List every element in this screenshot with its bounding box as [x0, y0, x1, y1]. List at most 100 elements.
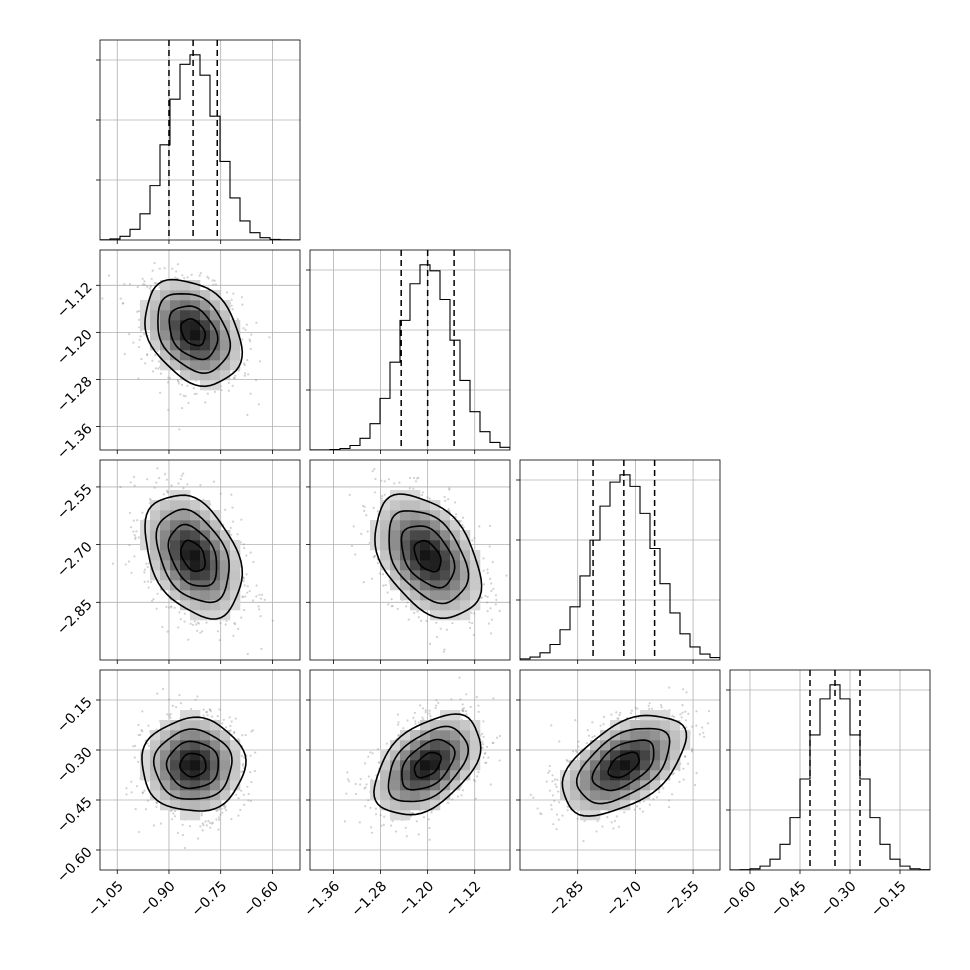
sample-point [490, 582, 493, 585]
sample-point [149, 285, 152, 288]
sample-point [202, 714, 205, 717]
density-cell [200, 600, 211, 611]
sample-point [125, 793, 128, 796]
sample-point [237, 814, 240, 817]
sample-point [129, 481, 132, 484]
sample-point [153, 261, 156, 265]
density-cell [210, 350, 221, 361]
density-cell [190, 790, 201, 801]
density-cell [460, 550, 471, 561]
density-cell [150, 340, 161, 351]
sample-point [128, 283, 131, 286]
sample-point [220, 389, 223, 392]
sample-point [219, 813, 222, 816]
density-cell [210, 560, 221, 571]
density-cell [160, 540, 171, 551]
density-cell [430, 580, 441, 591]
sample-point [426, 496, 429, 499]
sample-point [211, 822, 214, 825]
sample-point [386, 591, 389, 594]
density-cell [210, 310, 221, 321]
sample-point [170, 484, 173, 487]
sample-point [154, 354, 157, 357]
density-cell [190, 520, 201, 531]
density-cell [440, 570, 451, 581]
sample-point [246, 785, 249, 788]
panel-1-1 [306, 249, 511, 454]
density-cell [380, 560, 391, 571]
sample-point [224, 623, 227, 626]
sample-point [227, 381, 230, 384]
sample-point [482, 569, 485, 572]
sample-point [167, 381, 170, 384]
sample-point [141, 791, 144, 794]
sample-point [152, 824, 156, 827]
density-cell [160, 580, 171, 591]
density-cell [180, 600, 191, 611]
density-cell [190, 530, 201, 541]
density-cell [230, 770, 241, 781]
sample-point [181, 834, 185, 837]
sample-point [244, 733, 247, 737]
sample-point [232, 376, 235, 379]
density-cell [430, 520, 441, 531]
sample-point [224, 805, 227, 808]
density-cell [400, 520, 411, 531]
sample-point [218, 818, 221, 821]
sample-point [448, 488, 451, 491]
sample-point [242, 793, 245, 796]
sample-point [381, 495, 384, 498]
panel-2-0 [96, 459, 301, 664]
sample-point [231, 308, 234, 311]
density-cell [180, 740, 191, 751]
sample-point [373, 555, 376, 558]
sample-point [248, 338, 251, 341]
sample-point [170, 606, 173, 609]
density-cell [170, 510, 181, 521]
density-cell [180, 320, 191, 331]
density-cell [190, 540, 201, 551]
sample-point [209, 821, 212, 825]
density-cells [140, 710, 241, 821]
sample-point [165, 478, 168, 481]
density-cell [140, 300, 151, 311]
sample-point [494, 603, 497, 606]
sample-point [413, 476, 416, 480]
sample-point [249, 754, 252, 757]
sample-point [490, 589, 493, 593]
density-cell [210, 750, 221, 761]
sample-point [143, 568, 146, 571]
density-cell [460, 610, 471, 621]
density-cell [210, 590, 221, 601]
density-cell [140, 750, 151, 761]
density-cell [220, 760, 231, 771]
sample-point [252, 560, 255, 564]
density-cell [190, 710, 201, 721]
sample-point [196, 629, 199, 632]
density-cell [150, 310, 161, 321]
sample-point [439, 627, 442, 630]
density-cell [150, 300, 161, 311]
density-cell [200, 590, 211, 601]
sample-point [133, 555, 136, 558]
sample-point [143, 789, 146, 792]
panel-frame [99, 459, 301, 661]
sample-point [486, 571, 489, 575]
sample-point [146, 478, 149, 481]
sample-point [480, 596, 483, 599]
sample-point [243, 372, 247, 375]
density-cell [400, 550, 411, 561]
sample-point [193, 620, 196, 623]
density-cell [200, 790, 211, 801]
contour-line [152, 728, 233, 800]
panel-frame [309, 459, 511, 661]
sample-point [178, 694, 181, 697]
sample-point [182, 487, 185, 490]
sample-point [350, 544, 354, 548]
sample-point [405, 605, 408, 608]
sample-point [167, 376, 170, 379]
sample-point [143, 280, 146, 283]
sample-point [202, 708, 205, 711]
density-cell [420, 550, 431, 561]
sample-point [255, 321, 258, 324]
